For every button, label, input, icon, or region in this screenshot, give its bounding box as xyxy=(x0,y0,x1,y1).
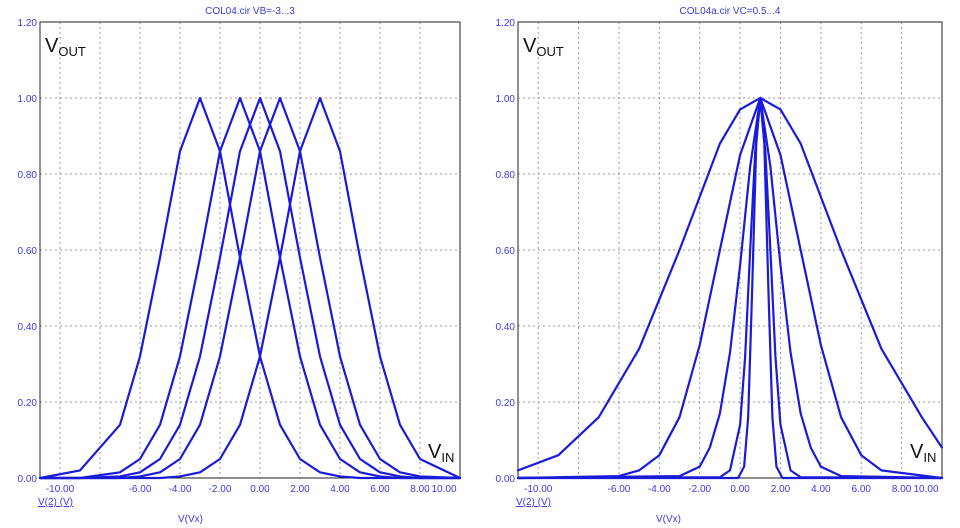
y-tick-label: 1.20 xyxy=(18,18,38,29)
trace-label: V(2) (V) xyxy=(516,497,551,508)
x-tick-label: 4.00 xyxy=(330,484,350,495)
series-line-4 xyxy=(38,96,462,480)
y-tick-label: 0.40 xyxy=(18,322,38,333)
series-group xyxy=(38,96,462,480)
x-tick-label: -6.00 xyxy=(129,484,152,495)
y-tick-label: 0.40 xyxy=(496,322,516,333)
chart-title: COL04.cir VB=-3...3 xyxy=(205,6,295,17)
series-line-2 xyxy=(516,96,944,480)
x-tick-label: 0.00 xyxy=(250,484,270,495)
y-tick-label: 0.20 xyxy=(496,398,516,409)
x-tick-label: 10.00 xyxy=(431,484,456,495)
y-tick-label: 0.60 xyxy=(18,246,38,257)
vin-main: V xyxy=(910,441,924,463)
x-tick-label: 8.00 xyxy=(410,484,430,495)
y-tick-label: 1.00 xyxy=(496,94,516,105)
vout-main: V xyxy=(45,35,59,57)
series-line-3 xyxy=(38,96,462,480)
series-line-1 xyxy=(38,96,462,480)
vout-annotation: VOUT xyxy=(45,35,86,59)
vin-annotation: VIN xyxy=(910,441,936,465)
vin-subscript: IN xyxy=(441,450,454,465)
x-tick-label: -6.00 xyxy=(608,484,631,495)
vout-main: V xyxy=(523,35,537,57)
series-line-2 xyxy=(38,96,462,480)
x-tick-label: -2.00 xyxy=(209,484,232,495)
vout-subscript: OUT xyxy=(58,44,86,59)
y-tick-label: 0.00 xyxy=(496,474,516,485)
vin-main: V xyxy=(428,441,442,463)
trace-label: V(2) (V) xyxy=(38,497,73,508)
x-tick-label: -4.00 xyxy=(648,484,671,495)
x-axis-label: V(Vx) xyxy=(178,514,203,525)
y-tick-label: 1.00 xyxy=(18,94,38,105)
vin-subscript: IN xyxy=(923,450,936,465)
x-axis-label: V(Vx) xyxy=(656,514,681,525)
y-tick-label: 0.80 xyxy=(18,170,38,181)
y-tick-label: 1.20 xyxy=(496,18,516,29)
vin-annotation: VIN xyxy=(428,441,454,465)
vout-annotation: VOUT xyxy=(523,35,564,59)
chart-panel-1: COL04.cir VB=-3...3 0.00 0.20 0.40 0.60 0.80 1… xyxy=(18,6,462,525)
x-tick-label: -4.00 xyxy=(169,484,192,495)
vout-subscript: OUT xyxy=(536,44,564,59)
x-tick-label: 6.00 xyxy=(852,484,872,495)
x-tick-label: 2.00 xyxy=(771,484,791,495)
series-line-1 xyxy=(516,96,944,472)
series-line-5 xyxy=(516,96,944,480)
plot-frame xyxy=(39,21,461,479)
x-tick-label: 6.00 xyxy=(370,484,390,495)
y-tick-label: 0.20 xyxy=(18,398,38,409)
chart-title: COL04a.cir VC=0.5...4 xyxy=(680,6,781,17)
series-line-5 xyxy=(38,96,462,480)
x-tick-label: 2.00 xyxy=(290,484,310,495)
y-tick-label: 0.80 xyxy=(496,170,516,181)
x-tick-label: 4.00 xyxy=(811,484,831,495)
y-tick-label: 0.00 xyxy=(18,474,38,485)
x-tick-label: 0.00 xyxy=(730,484,750,495)
x-tick-label: -10.00 xyxy=(524,484,553,495)
y-tick-label: 0.60 xyxy=(496,246,516,257)
x-tick-label: 10.00 xyxy=(913,484,938,495)
chart-panel-2: COL04a.cir VC=0.5...4 0.00 0.20 0.40 0.60 0.8… xyxy=(496,6,944,525)
series-group xyxy=(516,96,944,480)
series-line-3 xyxy=(516,96,944,480)
x-tick-label: -10.00 xyxy=(46,484,75,495)
series-line-4 xyxy=(516,96,944,480)
x-tick-label: -2.00 xyxy=(688,484,711,495)
x-tick-label: 8.00 xyxy=(892,484,912,495)
